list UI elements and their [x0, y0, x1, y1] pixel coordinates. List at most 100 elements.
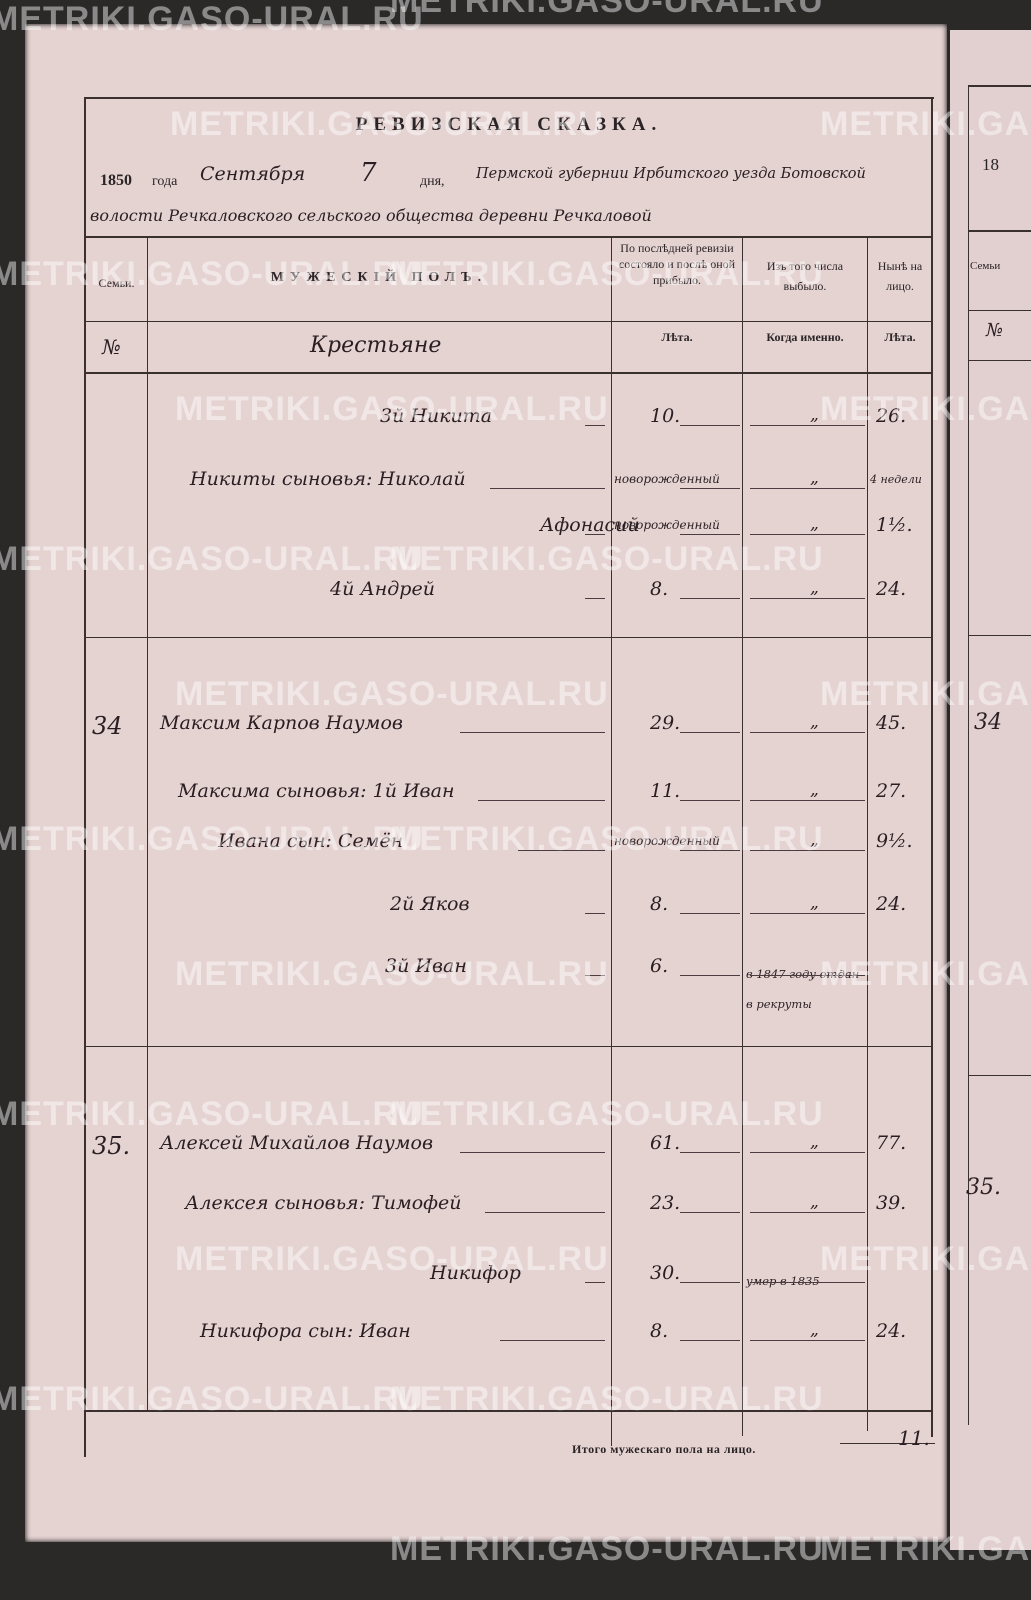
person-name: 3й Никита — [380, 405, 493, 427]
filler-dash — [750, 913, 865, 914]
census-page — [25, 24, 947, 1542]
person-name: Афонасий — [540, 514, 640, 536]
watermark-text: METRIKI.GASO-URAL.RU — [390, 1095, 824, 1133]
watermark-text: METRIKI.GASO-URAL.RU — [390, 1530, 824, 1568]
day-label: дня, — [420, 174, 445, 189]
previous-revision-header: По послѣдней ревизіи состояло и послѣ он… — [618, 241, 736, 287]
watermark-text: METRIKI.GASO-URAL.RU — [175, 675, 609, 713]
filler-dash — [500, 1340, 605, 1341]
filler-dash — [585, 425, 605, 426]
filler-dash — [518, 850, 605, 851]
previous-years-subheader: Лѣта. — [661, 330, 693, 344]
person-name: Никифор — [430, 1262, 521, 1284]
present-age: 45. — [876, 712, 907, 734]
filler-dash — [680, 534, 740, 535]
dropped-note: „ — [810, 1320, 819, 1340]
adjacent-page: 18 Семьи № 34 35. — [950, 30, 1031, 1550]
person-name: Алексея сыновья: Тимофей — [185, 1192, 462, 1214]
previous-age: 8. — [650, 578, 669, 600]
filler-dash — [585, 1282, 605, 1283]
person-name: Максима сыновья: 1й Иван — [178, 780, 455, 802]
filler-dash — [680, 425, 740, 426]
previous-age: 11. — [650, 780, 681, 802]
filler-dash — [585, 534, 605, 535]
present-header: Нынѣ на лицо. — [877, 259, 923, 293]
estate-label: Крестьяне — [310, 333, 442, 358]
dropped-note: „ — [810, 578, 819, 598]
filler-dash — [585, 598, 605, 599]
watermark-text: METRIKI.GASO-URAL.RU — [0, 255, 424, 293]
watermark-text: METRIKI.GASO-URAL.RU — [820, 1240, 1031, 1278]
year: 1850 — [100, 172, 132, 189]
filler-dash — [680, 800, 740, 801]
watermark-text: METRIKI.GASO-URAL.RU — [175, 955, 609, 993]
previous-age: 10. — [650, 405, 681, 427]
watermark-text: METRIKI.GASO-URAL.RU — [0, 540, 424, 578]
dropped-when-subheader: Когда именно. — [766, 330, 844, 344]
watermark-text: METRIKI.GASO-URAL.RU — [175, 390, 609, 428]
dropped-header: Изъ того числа выбыло. — [766, 259, 844, 293]
filler-dash — [680, 850, 740, 851]
previous-age: 23. — [650, 1192, 681, 1214]
watermark-text: METRIKI.GASO-URAL.RU — [0, 1095, 424, 1133]
present-age: 24. — [876, 1320, 907, 1342]
next-page-year: 18 — [982, 155, 999, 174]
filler-dash — [585, 913, 605, 914]
present-age: 4 недели — [870, 473, 922, 486]
person-name: 2й Яков — [390, 893, 470, 915]
previous-age: 29. — [650, 712, 681, 734]
family-column-header: Семьи. — [98, 276, 135, 290]
filler-dash — [680, 1282, 740, 1283]
previous-age: новорожденный — [614, 518, 720, 532]
previous-age: 6. — [650, 955, 669, 977]
person-name: 4й Андрей — [330, 578, 435, 600]
previous-age: новорожденный — [614, 472, 720, 486]
place-line-2: волости Речкаловского сельского общества… — [90, 206, 652, 225]
filler-dash — [490, 488, 605, 489]
filler-dash — [750, 534, 865, 535]
filler-dash — [485, 1212, 605, 1213]
person-name: 3й Иван — [385, 955, 467, 977]
year-label: года — [152, 174, 178, 189]
filler-dash — [680, 1212, 740, 1213]
previous-age: новорожденный — [614, 834, 720, 848]
dropped-note: „ — [810, 712, 819, 732]
day: 7 — [360, 158, 377, 188]
number-sign: № — [102, 335, 121, 359]
person-name: Максим Карпов Наумов — [160, 712, 403, 734]
next-page-family-35: 35. — [966, 1175, 1001, 1200]
person-name: Никифора сын: Иван — [200, 1320, 411, 1342]
filler-dash — [750, 425, 865, 426]
watermark-text: METRIKI.GASO-URAL.RU — [820, 955, 1031, 993]
next-page-family-header: Семьи — [970, 260, 1001, 272]
total-value: 11. — [898, 1426, 930, 1450]
dropped-note: „ — [810, 830, 819, 850]
place-line-1: Пермской губернии Ирбитского уезда Ботов… — [476, 166, 866, 182]
document-title: РЕВИЗСКАЯ СКАЗКА. — [355, 114, 663, 135]
filler-dash — [460, 732, 605, 733]
present-age: 27. — [876, 780, 907, 802]
filler-dash — [585, 975, 605, 976]
watermark-text: METRIKI.GASO-URAL.RU — [0, 820, 424, 858]
present-age: 1½. — [876, 514, 913, 536]
watermark-text: METRIKI.GASO-URAL.RU — [390, 0, 824, 20]
filler-dash — [750, 1282, 865, 1283]
family-number: 35. — [92, 1132, 131, 1160]
dropped-note: умер в 1835 — [746, 1274, 820, 1288]
filler-dash — [750, 1212, 865, 1213]
present-age: 24. — [876, 893, 907, 915]
filler-dash — [680, 598, 740, 599]
watermark-text: METRIKI.GASO-URAL.RU — [0, 1380, 424, 1418]
present-years-subheader: Лѣта. — [884, 330, 916, 344]
present-age: 9½. — [876, 830, 913, 852]
previous-age: 8. — [650, 1320, 669, 1342]
person-name: Алексей Михайлов Наумов — [160, 1132, 434, 1154]
watermark-text: METRIKI.GASO-URAL.RU — [390, 540, 824, 578]
watermark-text: METRIKI.GASO-URAL.RU — [175, 1240, 609, 1278]
watermark-text: METRIKI.GASO-URAL.RU — [820, 675, 1031, 713]
previous-age: 61. — [650, 1132, 681, 1154]
filler-dash — [750, 975, 865, 976]
previous-age: 8. — [650, 893, 669, 915]
present-age: 77. — [876, 1132, 907, 1154]
